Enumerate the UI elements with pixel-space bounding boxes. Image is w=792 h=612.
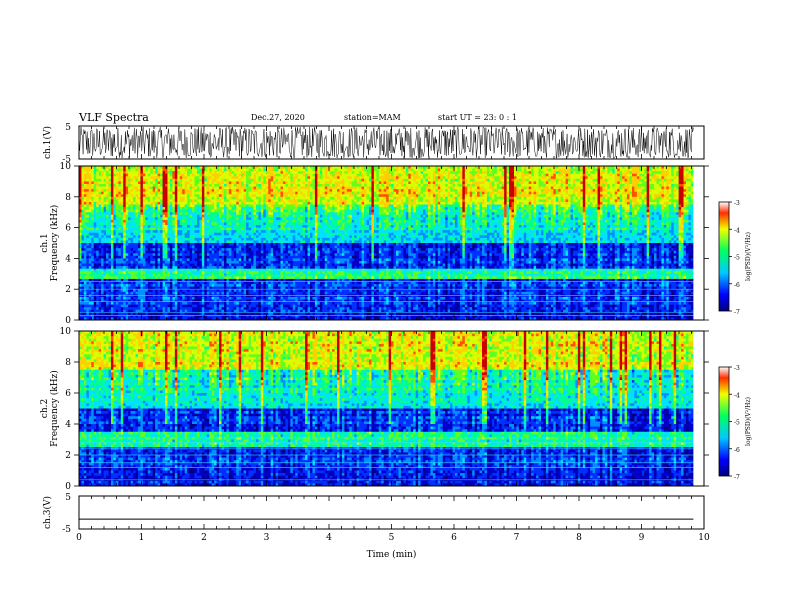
ch2-colorbar-tick-label: -7 bbox=[734, 474, 740, 481]
ch2-ytick-label: 2 bbox=[65, 451, 71, 461]
x-tick-label: 8 bbox=[576, 533, 582, 543]
ch1-colorbar-label: log(PSD)(V²/Hz) bbox=[745, 232, 752, 281]
ch2-ylabel: Frequency (kHz) bbox=[49, 370, 60, 447]
ch2-colorbar-label: log(PSD)(V²/Hz) bbox=[745, 397, 752, 446]
ch1-ylabel-channel: ch.1 bbox=[40, 233, 50, 252]
ch1-spectrogram bbox=[79, 166, 704, 320]
x-axis-label: Time (min) bbox=[367, 549, 417, 560]
ch2-colorbar bbox=[719, 367, 729, 476]
x-tick-label: 2 bbox=[201, 533, 207, 543]
x-tick-label: 6 bbox=[451, 533, 457, 543]
x-tick-label: 3 bbox=[264, 533, 270, 543]
ch1-ytick-label: 0 bbox=[65, 316, 71, 326]
ch1-ytick-label: 10 bbox=[60, 162, 72, 172]
x-tick-label: 4 bbox=[326, 533, 332, 543]
ch1-ylabel: Frequency (kHz) bbox=[49, 205, 60, 282]
ch1-ytick-label: 6 bbox=[65, 224, 71, 234]
ch1-ylabel: ch.1(V) bbox=[42, 126, 53, 159]
ch2-colorbar-tick-label: -3 bbox=[734, 365, 740, 372]
ch3-ytick-label: -5 bbox=[62, 525, 71, 535]
ch1-colorbar-tick-label: -5 bbox=[734, 255, 740, 262]
x-tick-label: 9 bbox=[639, 533, 645, 543]
ch3-ytick-label: 5 bbox=[65, 493, 71, 503]
ch1-colorbar-tick-label: -7 bbox=[734, 309, 740, 316]
ch1-waveform-line bbox=[79, 127, 693, 158]
ch2-colorbar-tick-label: -4 bbox=[734, 392, 740, 399]
ch2-spectrogram bbox=[79, 331, 704, 486]
ch1-ytick-label: 2 bbox=[65, 285, 71, 295]
ch2-ytick-label: 10 bbox=[60, 327, 72, 337]
x-tick-label: 10 bbox=[698, 533, 710, 543]
ch2-colorbar-tick-label: -6 bbox=[734, 447, 740, 454]
ch1-colorbar-tick-label: -4 bbox=[734, 227, 740, 234]
ch1-colorbar-tick-label: -3 bbox=[734, 200, 740, 207]
x-tick-label: 0 bbox=[76, 533, 82, 543]
ch2-ytick-label: 4 bbox=[65, 420, 71, 430]
ch2-ytick-label: 0 bbox=[65, 482, 71, 492]
ch1-colorbar-tick-label: -6 bbox=[734, 282, 740, 289]
ch1-ytick-label: 5 bbox=[65, 123, 71, 133]
ch1-ytick-label: 8 bbox=[65, 193, 71, 203]
ch3-ylabel: ch.3(V) bbox=[42, 496, 53, 529]
ch1-ytick-label: 4 bbox=[65, 254, 71, 264]
x-tick-label: 1 bbox=[139, 533, 145, 543]
ch2-ytick-label: 6 bbox=[65, 389, 71, 399]
ch1-colorbar bbox=[719, 202, 729, 311]
x-tick-label: 7 bbox=[514, 533, 520, 543]
ch2-ytick-label: 8 bbox=[65, 358, 71, 368]
ch2-colorbar-tick-label: -5 bbox=[734, 420, 740, 427]
x-tick-label: 5 bbox=[389, 533, 395, 543]
ch2-ylabel-channel: ch.2 bbox=[40, 399, 50, 418]
